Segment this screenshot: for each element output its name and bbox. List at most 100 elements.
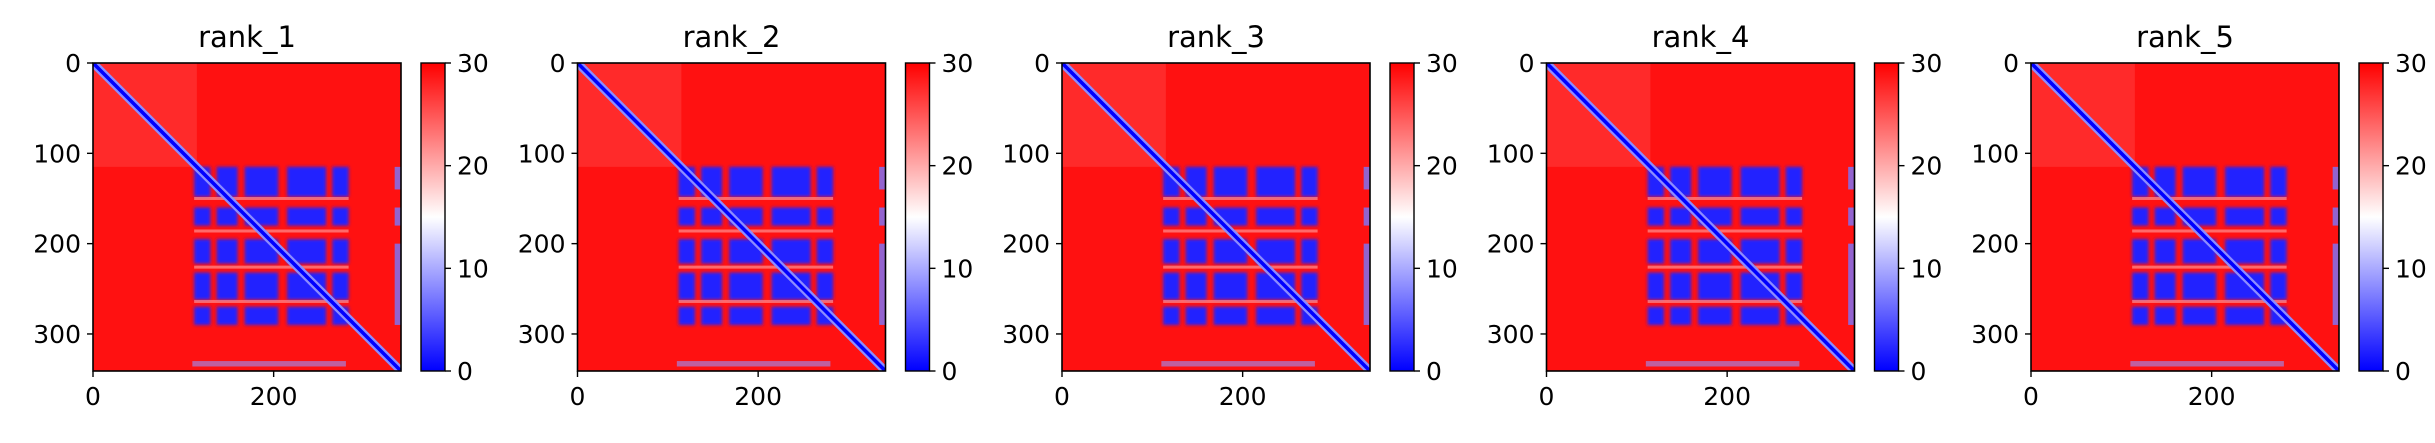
y-tick-label: 0 [65,49,81,78]
y-tick-label: 200 [1002,230,1050,259]
edge-fragment [192,361,346,367]
contact-block [244,306,279,325]
diagonal [93,63,401,371]
block-separator [2132,196,2287,200]
block-separator [2132,265,2287,269]
edge-fragment [2130,361,2284,367]
contact-block [678,306,695,325]
block-separator [1163,196,1318,200]
contact-block [2225,207,2265,226]
contact-blocks [194,166,349,325]
contact-block [1185,207,1207,226]
panel-title: rank_2 [683,20,781,54]
x-tick-label: 0 [1054,382,1070,411]
panel-4: rank_4 0 100 200 300 0 200 0 10 20 30 [1487,20,1943,411]
contact-block [771,166,811,197]
contact-block [678,239,695,264]
colorbar-tick-label: 10 [1911,254,1943,283]
contact-block [678,272,695,300]
block-separator [1647,299,1803,303]
colorbar-tick-label: 0 [1426,357,1442,386]
colorbar-tick-label: 10 [942,254,974,283]
contact-block [2132,306,2149,325]
y-tick-label: 100 [33,139,81,168]
panel-title: rank_3 [1167,20,1265,54]
axes-frame [92,62,402,372]
axes-frame [1545,62,1856,372]
contact-block [2182,166,2217,197]
contact-block [287,207,327,226]
diagonal [577,63,886,371]
y-tick-label: 0 [1519,49,1535,78]
colorbar-tick-label: 0 [942,357,958,386]
contact-block [1670,207,1692,226]
colorbar-tick-label: 0 [2395,357,2411,386]
contact-block [1301,207,1318,226]
edge-fragment [1363,166,1370,190]
contact-block [1163,272,1180,300]
contact-block [332,239,349,264]
heatmap-image [2031,63,2339,371]
contact-block [2225,306,2265,325]
contact-block [1647,306,1664,325]
block-separator [1647,196,1803,200]
contact-block [1185,272,1207,300]
edge-fragment [2332,207,2339,226]
contact-block [816,239,834,264]
y-tick-label: 100 [1002,139,1050,168]
y-tick-label: 300 [518,320,566,349]
contact-block [1301,272,1318,300]
panel-title: rank_4 [1652,20,1750,54]
edge-fragment [1363,243,1370,325]
panel-5: rank_5 0 100 200 300 0 200 0 10 20 30 [1971,20,2427,411]
y-tick-label: 300 [1487,320,1535,349]
contact-block [332,207,349,226]
block-separator [2132,299,2287,303]
colorbar-tick-label: 30 [1911,49,1943,78]
contact-blocks [2132,166,2287,325]
x-tick-label: 0 [1539,382,1555,411]
edge-fragment [879,243,886,325]
contact-block [332,272,349,300]
heatmap-image [577,63,886,371]
block-separator [1163,229,1318,233]
contact-block [1647,272,1664,300]
heatmap-image [1546,63,1855,371]
block-separator [1647,265,1803,269]
edge-fragment [1848,166,1855,190]
heatmap-image [93,63,401,371]
colorbar-tick-label: 10 [1426,254,1458,283]
edge-fragment [2332,243,2339,325]
y-tick-label: 300 [1002,320,1050,349]
block-separator [678,196,834,200]
contact-block [1185,239,1207,264]
axes-frame [2030,62,2340,372]
colorbar-tick-label: 20 [2395,152,2427,181]
block-separator [678,265,834,269]
colorbar-tick-label: 0 [1911,357,1927,386]
edge-fragment [394,207,401,226]
contact-block [287,306,327,325]
block-separator [1163,299,1318,303]
colorbar-tick-label: 20 [942,152,974,181]
contact-block [678,207,695,226]
contact-block [244,272,279,300]
colorbar-tick-label: 10 [2395,254,2427,283]
block-separator [1647,229,1803,233]
x-tick-label: 0 [2023,382,2039,411]
contact-block [1785,166,1803,197]
heatmap-image [1062,63,1370,371]
colorbar [1874,63,1899,371]
edge-fragment [1848,243,1855,325]
contact-block [2270,207,2287,226]
contact-block [2182,306,2217,325]
contact-block [1698,166,1732,197]
contact-block [1698,306,1732,325]
contact-block [701,272,723,300]
contact-block [194,207,211,226]
colorbar [1390,63,1414,371]
contact-block [729,166,763,197]
block-separator [194,299,349,303]
